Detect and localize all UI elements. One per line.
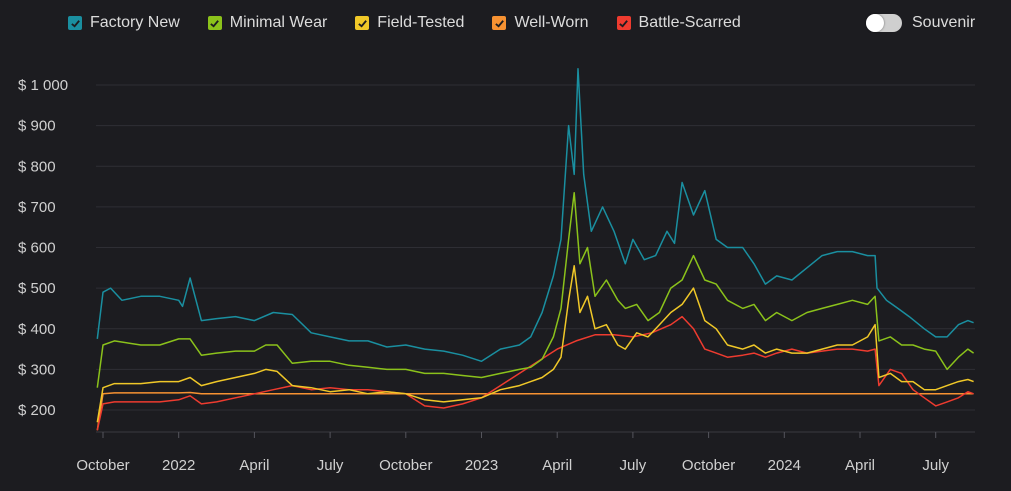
series-line-minimal-wear <box>96 191 975 388</box>
legend-label: Field-Tested <box>377 14 465 31</box>
y-tick-label: $ 200 <box>18 402 56 419</box>
x-tick-label: 2022 <box>162 457 195 474</box>
legend-label: Minimal Wear <box>229 14 328 31</box>
x-tick-label: October <box>76 457 129 474</box>
x-tick-label: April <box>845 457 875 474</box>
x-tick-label: October <box>379 457 432 474</box>
y-tick-label: $ 600 <box>18 240 56 257</box>
checkbox-checked-icon[interactable] <box>616 16 631 30</box>
y-tick-label: $ 700 <box>18 199 56 216</box>
series-line-factory-new <box>96 68 974 363</box>
souvenir-toggle[interactable] <box>866 14 902 32</box>
x-tick-label: July <box>620 457 647 474</box>
legend-item-factory-new[interactable]: Factory New <box>68 14 180 32</box>
y-tick-label: $ 300 <box>18 361 56 378</box>
legend-label: Well-Worn <box>514 14 589 31</box>
series-line-battle-scarred <box>96 315 974 431</box>
x-tick-label: July <box>922 457 949 474</box>
souvenir-label: Souvenir <box>912 14 976 31</box>
souvenir-toggle-wrap[interactable]: Souvenir <box>866 14 975 32</box>
legend-item-field-tested[interactable]: Field-Tested <box>355 14 464 32</box>
y-tick-label: $ 800 <box>18 158 56 175</box>
x-tick-label: 2024 <box>768 457 801 474</box>
x-tick-label: October <box>682 457 735 474</box>
series-line-well-worn <box>96 391 974 431</box>
legend: Factory New Minimal Wear Field-Tested Well-… <box>68 14 769 32</box>
x-tick-label: April <box>542 457 572 474</box>
legend-item-battle-scarred[interactable]: Battle-Scarred <box>616 14 741 32</box>
legend-label: Factory New <box>90 14 180 31</box>
y-tick-label: $ 500 <box>18 280 56 297</box>
legend-item-minimal-wear[interactable]: Minimal Wear <box>207 14 328 32</box>
x-tick-label: July <box>317 457 344 474</box>
checkbox-checked-icon[interactable] <box>355 16 370 30</box>
x-tick-label: 2023 <box>465 457 498 474</box>
toggle-knob <box>866 14 884 32</box>
x-tick-label: April <box>239 457 269 474</box>
legend-label: Battle-Scarred <box>638 14 741 31</box>
legend-item-well-worn[interactable]: Well-Worn <box>492 14 589 32</box>
y-tick-label: $ 900 <box>18 118 56 135</box>
y-tick-label: $ 400 <box>18 321 56 338</box>
checkbox-checked-icon[interactable] <box>207 16 222 30</box>
series-line-field-tested <box>96 265 974 423</box>
y-tick-label: $ 1 000 <box>18 77 68 94</box>
checkbox-checked-icon[interactable] <box>68 16 82 30</box>
checkbox-checked-icon[interactable] <box>492 16 507 30</box>
